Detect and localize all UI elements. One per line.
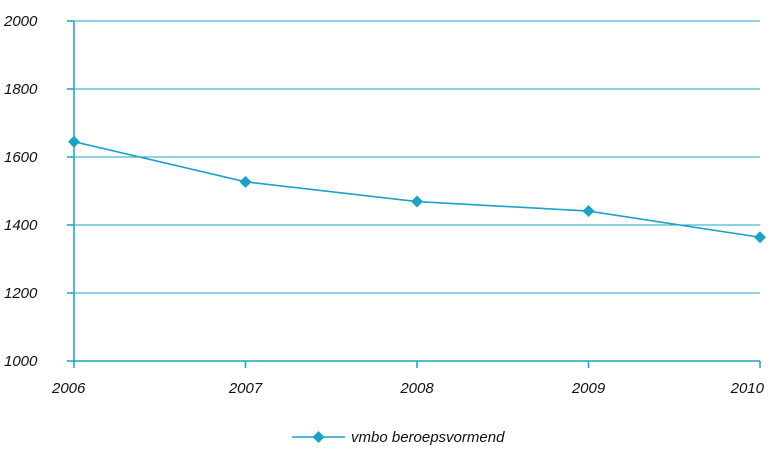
y-tick-label-1800: 1800 <box>4 81 38 98</box>
y-axis-ticks: 1000 1200 1400 1600 1800 2000 <box>3 13 74 370</box>
data-point-2010 <box>754 231 766 244</box>
y-tick-label-2000: 2000 <box>3 13 38 30</box>
legend-marker-icon <box>312 431 325 443</box>
series <box>68 135 766 244</box>
grid <box>74 20 760 294</box>
x-tick-label-2008: 2008 <box>399 380 434 397</box>
y-tick-label-1000: 1000 <box>4 353 38 370</box>
y-tick-label-1200: 1200 <box>4 285 38 302</box>
data-point-2008 <box>411 195 423 208</box>
x-tick-label-2006: 2006 <box>51 380 86 397</box>
legend-label: vmbo beroepsvormend <box>351 429 505 446</box>
x-tick-label-2010: 2010 <box>730 380 765 397</box>
y-tick-label-1400: 1400 <box>4 217 38 234</box>
legend: vmbo beroepsvormend <box>292 429 505 446</box>
series-line-vmbo-beroepsvormend <box>73 140 761 239</box>
axes <box>73 21 760 362</box>
data-point-2006 <box>68 135 80 148</box>
data-point-2009 <box>582 205 595 218</box>
x-tick-label-2009: 2009 <box>571 380 606 397</box>
x-tick-label-2007: 2007 <box>228 380 263 397</box>
x-axis-ticks: 2006 2007 2008 2009 2010 <box>51 361 765 397</box>
data-point-2007 <box>239 175 252 188</box>
y-tick-label-1600: 1600 <box>4 149 38 166</box>
